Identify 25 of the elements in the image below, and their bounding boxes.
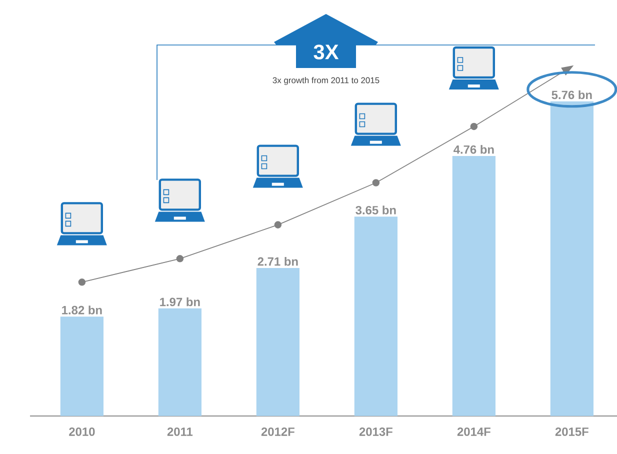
point — [176, 255, 184, 262]
point — [372, 179, 380, 186]
bar — [550, 101, 594, 416]
x-tick-label: 2014F — [457, 427, 490, 436]
data-label: 1.82 bn — [62, 306, 102, 314]
x-tick-label: 2011 — [167, 427, 193, 436]
text: 3X — [314, 44, 339, 60]
x-tick-label: 2010 — [69, 427, 95, 436]
data-label: 2.71 bn — [258, 256, 298, 266]
annotation: 3x growth from 2011 to 2015 — [272, 77, 380, 85]
data-label: 4.76 bn — [454, 145, 494, 154]
point — [274, 221, 282, 228]
point — [470, 122, 478, 130]
data-label: 3.65 bn — [356, 206, 396, 214]
bar — [452, 156, 496, 416]
data-label: 1.97 bn — [160, 297, 200, 306]
x-tick-label: 2012F — [261, 427, 294, 436]
bar — [354, 216, 398, 416]
bar — [256, 268, 300, 416]
bar — [158, 308, 202, 416]
data-label: 5.76 bn — [552, 90, 592, 100]
point — [78, 278, 86, 286]
bar — [60, 316, 104, 416]
x-tick-label: 2013F — [359, 427, 392, 436]
x-tick-label: 2015F — [555, 427, 588, 436]
